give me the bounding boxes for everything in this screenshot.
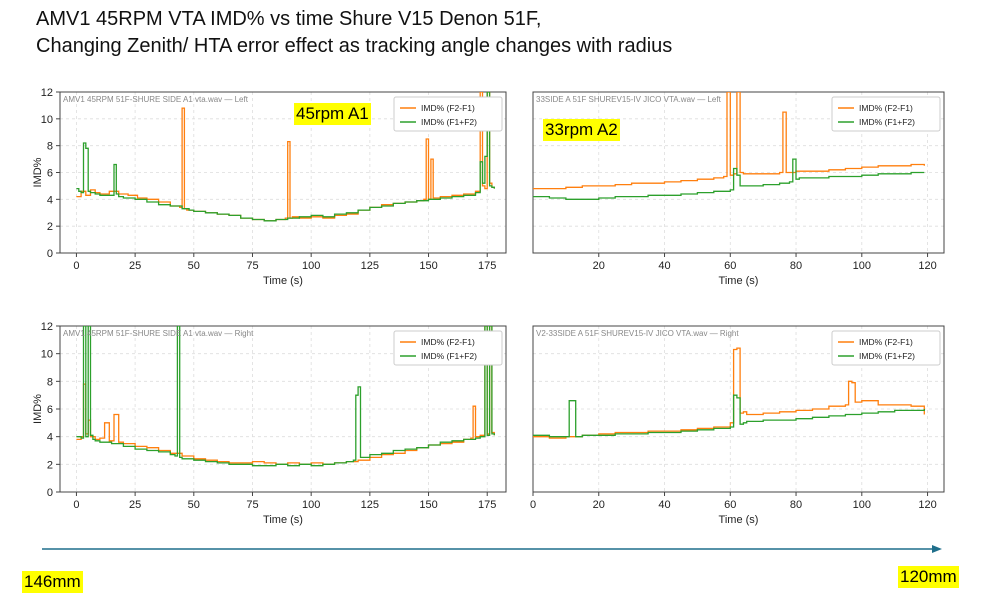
x-tick-label: 80 — [790, 260, 802, 272]
chart-panel-4: 0 20 40 60 80 100 120 Time (s) V2-33SIDE A 51F S… — [530, 325, 945, 526]
legend-label: IMD% (F2-F1) — [421, 103, 475, 113]
x-tick-label: 60 — [724, 499, 736, 511]
series-line-2 — [76, 326, 495, 467]
legend-box — [393, 330, 503, 366]
legend-label: IMD% (F1+F2) — [859, 351, 915, 361]
x-axis-label: Time (s) — [719, 514, 759, 526]
x-tick-label: 25 — [129, 260, 141, 272]
legend-box — [393, 96, 503, 132]
y-tick-label: 4 — [47, 194, 53, 206]
x-tick-label: 100 — [853, 499, 871, 511]
legend-label: IMD% (F2-F1) — [859, 337, 913, 347]
legend-label: IMD% (F2-F1) — [859, 103, 913, 113]
x-tick-label: 120 — [918, 499, 936, 511]
x-tick-label: 20 — [593, 260, 605, 272]
y-tick-label: 10 — [41, 349, 53, 361]
x-tick-label: 150 — [419, 499, 437, 511]
x-tick-label: 0 — [73, 499, 79, 511]
y-tick-label: 8 — [47, 376, 53, 388]
series-line-2 — [533, 158, 925, 200]
x-axis-label: Time (s) — [263, 275, 303, 287]
x-tick-label: 25 — [129, 499, 141, 511]
y-tick-label: 2 — [47, 221, 53, 233]
legend-label: IMD% (F1+F2) — [421, 117, 477, 127]
chart-panel-3: 0 25 50 75 100 125 150 175 0 2 4 6 8 10 12 Time (s) IMD%… — [32, 321, 507, 526]
series-line-1 — [533, 92, 925, 190]
x-tick-label: 100 — [302, 260, 320, 272]
y-axis-label: IMD% — [32, 394, 44, 424]
x-tick-label: 100 — [853, 260, 871, 272]
series-line-2 — [533, 394, 925, 438]
x-tick-label: 120 — [918, 260, 936, 272]
panel-title: 33SIDE A 51F SHUREV15-IV JICO VTA.wav — … — [536, 95, 722, 104]
x-tick-label: 50 — [188, 499, 200, 511]
y-tick-label: 2 — [47, 459, 53, 471]
y-tick-label: 6 — [47, 404, 53, 416]
legend-label: IMD% (F1+F2) — [859, 117, 915, 127]
annotation-radius-start: 146mm — [22, 571, 83, 593]
x-tick-label: 175 — [478, 499, 496, 511]
x-tick-label: 40 — [658, 499, 670, 511]
y-tick-label: 6 — [47, 168, 53, 180]
radius-arrow-head — [932, 545, 942, 553]
panel-title: V2-33SIDE A 51F SHUREV15-IV JICO VTA.wav… — [536, 329, 739, 338]
y-axis-label: IMD% — [32, 157, 44, 187]
annotation-33rpm: 33rpm A2 — [543, 119, 620, 141]
legend-box — [831, 96, 941, 132]
x-tick-label: 175 — [478, 260, 496, 272]
x-tick-label: 125 — [361, 260, 379, 272]
y-tick-label: 12 — [41, 321, 53, 333]
series-line-1 — [533, 347, 925, 439]
x-tick-label: 20 — [593, 499, 605, 511]
x-tick-label: 125 — [361, 499, 379, 511]
y-tick-label: 10 — [41, 114, 53, 126]
chart-panel-1: 0 25 50 75 100 125 150 175 0 2 4 6 8 10 12 Time (s) IMD%… — [32, 87, 507, 287]
x-tick-label: 75 — [246, 260, 258, 272]
panel-title: AMV1 45RPM 51F-SHURE SIDE A1 vta.wav — R… — [63, 329, 254, 338]
series-line-2 — [76, 92, 495, 222]
x-tick-label: 40 — [658, 260, 670, 272]
page-title-line-1: AMV1 45RPM VTA IMD% vs time Shure V15 De… — [36, 8, 542, 30]
page-title-line-2: Changing Zenith/ HTA error effect as tra… — [36, 35, 673, 57]
x-tick-label: 80 — [790, 499, 802, 511]
x-tick-label: 150 — [419, 260, 437, 272]
plot-frame — [532, 325, 945, 493]
x-axis-label: Time (s) — [719, 275, 759, 287]
x-tick-label: 100 — [302, 499, 320, 511]
y-tick-label: 12 — [41, 87, 53, 99]
legend-box — [831, 330, 941, 366]
legend-label: IMD% (F2-F1) — [421, 337, 475, 347]
x-axis-label: Time (s) — [263, 514, 303, 526]
chart-panel-2: 20 40 60 80 100 120 Time (s) 33SIDE A 51F SHURE… — [532, 91, 945, 287]
y-tick-label: 0 — [47, 248, 53, 260]
panel-title: AMV1 45RPM 51F-SHURE SIDE A1 vta.wav — L… — [63, 95, 249, 104]
y-tick-label: 0 — [47, 487, 53, 499]
y-tick-label: 8 — [47, 141, 53, 153]
x-tick-label: 60 — [724, 260, 736, 272]
x-tick-label: 75 — [246, 499, 258, 511]
annotation-45rpm: 45rpm A1 — [294, 103, 371, 125]
x-tick-label: 0 — [73, 260, 79, 272]
annotation-radius-end: 120mm — [898, 566, 959, 588]
x-tick-label: 50 — [188, 260, 200, 272]
y-tick-label: 4 — [47, 432, 53, 444]
x-tick-label: 0 — [530, 499, 536, 511]
legend-label: IMD% (F1+F2) — [421, 351, 477, 361]
